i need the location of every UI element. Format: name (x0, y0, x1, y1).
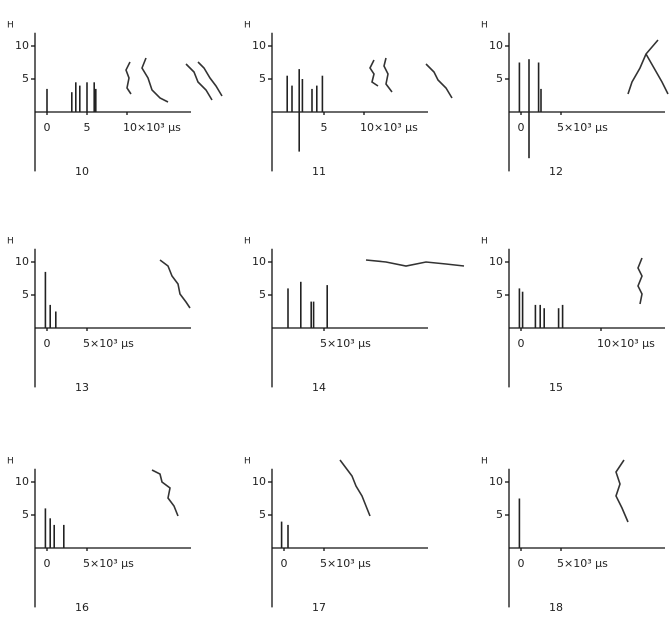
panel-number: 15 (549, 381, 563, 394)
y-axis-label: H (481, 236, 488, 246)
y-axis-label: H (244, 236, 251, 246)
y-tick-label: 5 (259, 288, 266, 301)
x-tick-label: 10×10³ μs (360, 121, 418, 134)
y-axis-label: H (481, 20, 488, 30)
sketch (369, 59, 379, 87)
sketch (615, 459, 629, 523)
y-tick-label: 5 (22, 72, 29, 85)
panel: H 5 10 0 5 10×10³ μs 10 (7, 20, 191, 178)
y-tick-label: 10 (15, 255, 29, 268)
y-tick-label: 5 (496, 508, 503, 521)
sketch (185, 63, 213, 101)
y-axis-label: H (7, 20, 14, 30)
y-axis-label: H (481, 456, 488, 466)
y-axis-label: H (244, 20, 251, 30)
y-tick-label: 5 (259, 508, 266, 521)
panel-number: 16 (75, 601, 89, 614)
x-tick-label: 5×10³ μs (83, 337, 134, 350)
sketch (425, 63, 453, 99)
panel-number: 10 (75, 165, 89, 178)
y-axis-label: H (7, 236, 14, 246)
x-tick-label: 5 (84, 121, 91, 134)
y-tick-label: 10 (252, 475, 266, 488)
y-tick-label: 5 (496, 72, 503, 85)
panel-number: 18 (549, 601, 563, 614)
x-tick-label: 5 (321, 121, 328, 134)
panel-number: 11 (312, 165, 326, 178)
x-tick-label: 5×10³ μs (320, 557, 371, 570)
y-axis-label: H (7, 456, 14, 466)
x-tick-label: 0 (281, 557, 288, 570)
sketch (627, 39, 669, 95)
y-tick-label: 5 (22, 508, 29, 521)
x-tick-label: 10×10³ μs (123, 121, 181, 134)
sketch (365, 259, 465, 267)
x-tick-label: 0 (44, 121, 51, 134)
panel: H 5 10 5 10×10³ μs 11 (244, 20, 428, 178)
y-tick-label: 5 (259, 72, 266, 85)
panel: H 5 10 0 5×10³ μs 13 (7, 236, 191, 394)
x-tick-label: 5×10³ μs (557, 121, 608, 134)
x-tick-label: 0 (44, 557, 51, 570)
sketch (339, 459, 371, 517)
sketch (197, 61, 223, 97)
panel: H 5 10 5×10³ μs 14 (244, 236, 428, 394)
y-tick-label: 5 (22, 288, 29, 301)
x-tick-label: 5×10³ μs (557, 557, 608, 570)
y-tick-label: 10 (489, 475, 503, 488)
panel-number: 17 (312, 601, 326, 614)
x-tick-label: 5×10³ μs (320, 337, 371, 350)
y-tick-label: 10 (489, 39, 503, 52)
panel: H 5 10 0 5×10³ μs 17 (244, 456, 428, 614)
sketch (383, 57, 393, 93)
y-tick-label: 10 (489, 255, 503, 268)
x-tick-label: 0 (518, 337, 525, 350)
sketch (125, 61, 132, 95)
panel: H 5 10 0 5×10³ μs 18 (481, 456, 665, 614)
y-tick-label: 10 (15, 475, 29, 488)
y-tick-label: 10 (15, 39, 29, 52)
sketch (159, 259, 191, 309)
y-tick-label: 5 (496, 288, 503, 301)
panel-number: 14 (312, 381, 326, 394)
y-axis-label: H (244, 456, 251, 466)
lightning-sketches (125, 39, 669, 523)
sketch (141, 57, 169, 103)
x-tick-label: 0 (518, 557, 525, 570)
x-tick-label: 0 (44, 337, 51, 350)
panel-number: 12 (549, 165, 563, 178)
sketch (151, 469, 179, 517)
panel: H 5 10 0 10×10³ μs 15 (481, 236, 665, 394)
y-tick-label: 10 (252, 255, 266, 268)
x-tick-label: 0 (518, 121, 525, 134)
panel: H 5 10 0 5×10³ μs 12 (481, 20, 665, 178)
panel: H 5 10 0 5×10³ μs 16 (7, 456, 191, 614)
panel-number: 13 (75, 381, 89, 394)
x-tick-label: 5×10³ μs (83, 557, 134, 570)
y-tick-label: 10 (252, 39, 266, 52)
sketch (637, 257, 643, 305)
x-tick-label: 10×10³ μs (597, 337, 655, 350)
